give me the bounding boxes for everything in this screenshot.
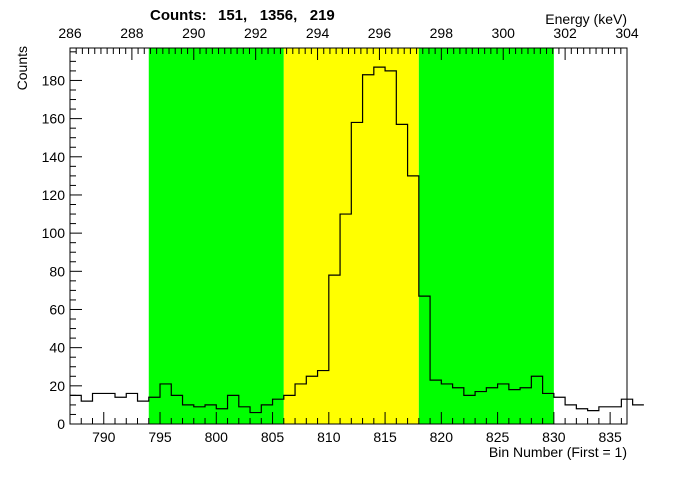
- counts-label: Counts:: [150, 7, 207, 24]
- x-axis-label: Bin Number (First = 1): [489, 444, 627, 460]
- x-tick-label: 825: [486, 429, 510, 445]
- top-tick-label: 304: [615, 25, 639, 41]
- y-tick-label: 120: [42, 187, 66, 203]
- x-tick-label: 805: [261, 429, 285, 445]
- y-tick-label: 80: [49, 263, 65, 279]
- top-tick-label: 298: [430, 25, 454, 41]
- top-tick-label: 296: [368, 25, 392, 41]
- x-tick-label: 800: [205, 429, 229, 445]
- top-tick-label: 288: [120, 25, 144, 41]
- y-axis-label: Counts: [14, 46, 30, 90]
- y-tick-label: 20: [49, 378, 65, 394]
- counts-values: 151, 1356, 219: [218, 7, 335, 24]
- y-tick-label: 40: [49, 340, 65, 356]
- regions-layer: [148, 48, 554, 424]
- x-tick-label: 810: [317, 429, 341, 445]
- top-tick-label: 290: [182, 25, 206, 41]
- x-tick-label: 790: [92, 429, 116, 445]
- ticks-layer: [69, 48, 628, 425]
- x-tick-label: 830: [542, 429, 566, 445]
- histogram-line: [70, 66, 644, 414]
- y-tick-label: 60: [49, 301, 65, 317]
- y-tick-label: 180: [42, 72, 66, 88]
- x-tick-label: 815: [373, 429, 397, 445]
- top-tick-label: 294: [306, 25, 330, 41]
- x-tick-label: 835: [598, 429, 622, 445]
- x-tick-label: 820: [430, 429, 454, 445]
- region-background-left: [148, 48, 284, 424]
- y-tick-label: 0: [57, 416, 65, 432]
- top-tick-label: 302: [553, 25, 577, 41]
- region-peak: [283, 48, 419, 424]
- y-tick-label: 160: [42, 111, 66, 127]
- y-tick-label: 100: [42, 225, 66, 241]
- y-tick-label: 140: [42, 149, 66, 165]
- x-tick-label: 795: [148, 429, 172, 445]
- top-axis-label: Energy (keV): [545, 11, 627, 27]
- region-background-right: [418, 48, 554, 424]
- top-tick-label: 286: [58, 25, 82, 41]
- histogram-layer: [70, 66, 644, 414]
- top-tick-label: 300: [492, 25, 516, 41]
- tick-labels-layer: 790 795 800 805 810 815 820 825 830 835 0 20 40 60 80 1…: [42, 25, 639, 445]
- top-tick-label: 292: [244, 25, 268, 41]
